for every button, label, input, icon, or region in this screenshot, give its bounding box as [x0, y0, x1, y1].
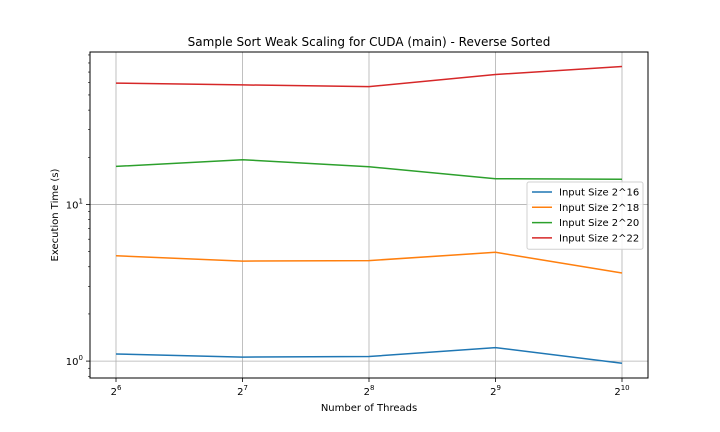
- series-line: [115, 65, 623, 88]
- x-axis-label: Number of Threads: [321, 403, 417, 414]
- legend-label: Input Size 2^18: [559, 203, 639, 214]
- x-tick-label: 28: [364, 384, 375, 398]
- legend: Input Size 2^16 Input Size 2^18 Input Size…: [526, 181, 644, 250]
- x-tick-label: 29: [490, 384, 501, 398]
- y-tick-label: 100: [66, 354, 83, 368]
- legend-label: Input Size 2^22: [559, 233, 639, 244]
- x-tick-label: 210: [614, 384, 629, 398]
- x-tick-label: 27: [237, 384, 248, 398]
- y-tick-label: 101: [66, 197, 83, 211]
- series-line: [115, 251, 623, 274]
- x-axis: 26 27 28 29 210: [111, 378, 630, 398]
- x-tick-label: 26: [111, 384, 122, 398]
- y-axis: 100 101: [66, 54, 90, 377]
- chart-title: Sample Sort Weak Scaling for CUDA (main)…: [188, 35, 551, 49]
- series-line: [115, 346, 623, 364]
- legend-label: Input Size 2^16: [559, 188, 639, 199]
- legend-label: Input Size 2^20: [559, 218, 639, 229]
- legend-box: [526, 181, 644, 250]
- series-line: [115, 158, 623, 180]
- series-layer: [115, 65, 623, 364]
- y-axis-label: Execution Time (s): [50, 168, 61, 261]
